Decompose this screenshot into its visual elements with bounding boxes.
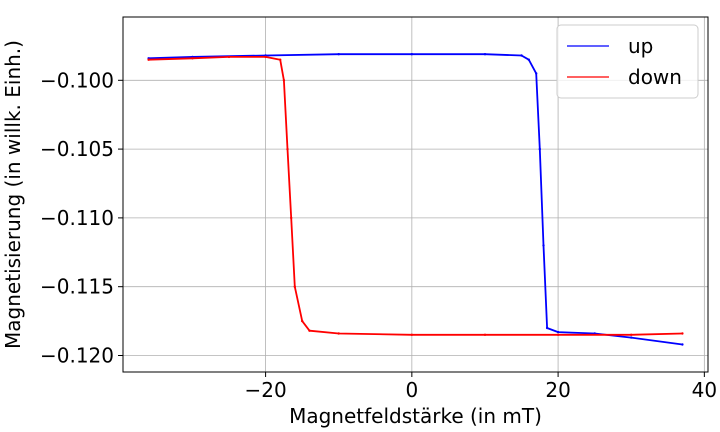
data-point-up [337,53,340,56]
y-tick-label: −0.115 [40,275,114,299]
y-tick-label: −0.100 [40,68,114,92]
data-point-up [483,53,487,56]
legend-box [556,24,699,99]
data-point-down [282,79,286,82]
y-tick-label: −0.105 [40,137,114,161]
data-point-down [293,285,296,288]
data-point-up [556,330,560,334]
data-point-down [191,57,194,60]
series-group [147,53,684,346]
data-point-up [527,58,530,61]
data-point-down [337,332,340,335]
data-point-down [556,333,560,336]
x-tick-label: −20 [244,378,286,402]
data-point-down [410,333,413,336]
data-point-up [538,147,541,151]
series-up [147,53,684,346]
axis-ticks: −20 0 20 40 −0.100 −0.105 −0.110 −0.115 −0.120 [40,68,717,402]
y-tick-label: −0.110 [40,206,114,230]
data-point-down [483,333,487,336]
legend-label-down: down [628,65,682,89]
series-line-up [148,53,683,346]
legend-label-up: up [628,34,653,58]
data-point-up [410,53,413,56]
x-tick-label: 0 [405,378,418,402]
data-point-up [545,326,549,330]
plot-frame [122,16,709,373]
data-point-down [681,332,684,335]
y-axis-title: Magnetisierung (in willk. Einh.) [1,40,25,349]
data-point-down [279,58,282,61]
data-point-down [227,55,231,59]
data-point-up [681,343,684,346]
data-point-up [542,244,545,247]
data-point-down [301,319,304,323]
data-point-down [286,147,289,151]
x-tick-label: 20 [545,378,570,402]
data-point-up [535,72,538,75]
data-point-down [264,55,267,59]
x-tick-label: 40 [692,378,717,402]
y-tick-label: −0.120 [40,343,114,367]
data-point-down [290,216,293,220]
data-point-down [630,333,633,336]
series-down [147,55,684,336]
data-point-up [630,336,633,339]
data-point-down [147,58,150,61]
data-point-down [308,329,311,332]
legend: up down [556,24,699,99]
x-axis-title: Magnetfeldstärke (in mT) [289,404,542,428]
data-point-up [520,54,523,57]
